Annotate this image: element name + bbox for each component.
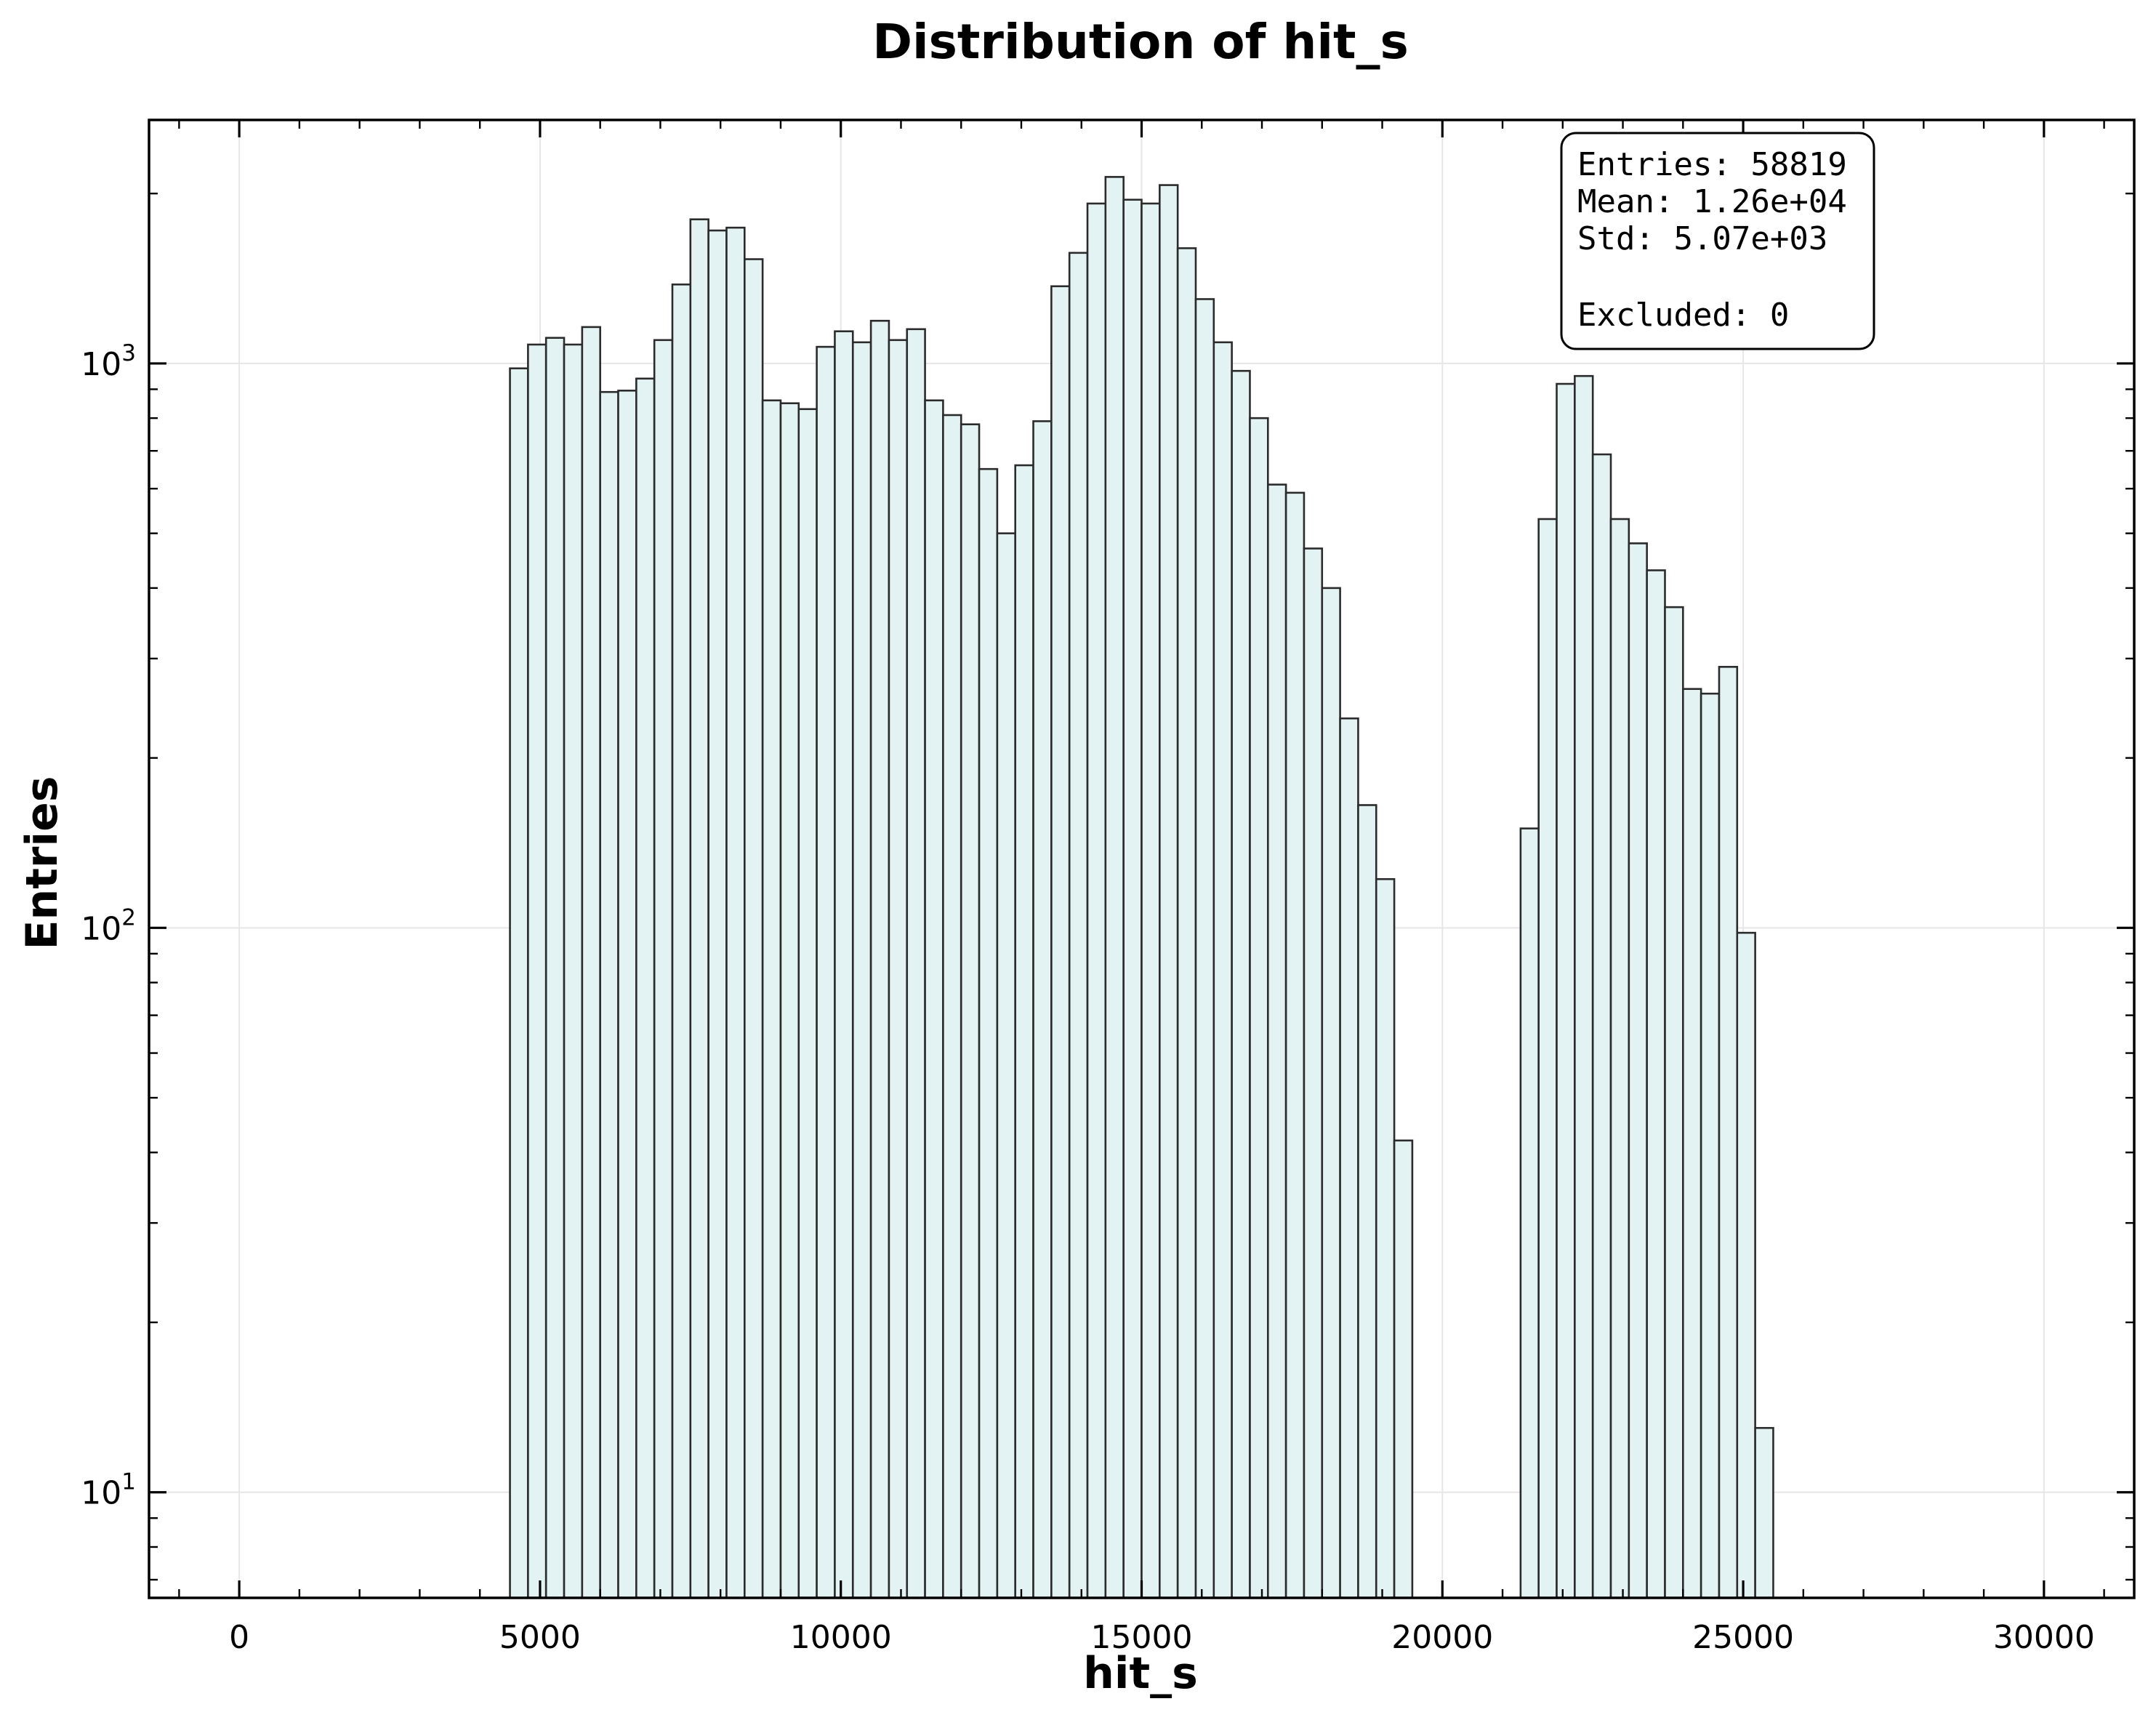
histogram-bar-10 (689, 218, 709, 1599)
x-tick-labels: 0 5000 10000 15000 20000 25000 30000 (229, 1619, 2095, 1656)
histogram-bar-32 (1086, 202, 1107, 1599)
histogram-bar-48 (1375, 877, 1396, 1599)
histogram-bar-27 (996, 532, 1017, 1599)
histogram-bar-23 (924, 399, 944, 1599)
histogram-bar-25 (960, 423, 981, 1599)
histogram-bar-33 (1104, 176, 1125, 1599)
histogram-bar-45 (1321, 587, 1341, 1599)
histogram-bar-26 (978, 467, 999, 1599)
histogram-bar-4 (581, 326, 601, 1599)
histogram-bar-19 (851, 341, 872, 1599)
histogram-bar-58 (1664, 606, 1684, 1599)
histogram-bar-36 (1159, 184, 1179, 1599)
histogram-bar-8 (653, 339, 674, 1599)
histogram-bar-57 (1646, 569, 1666, 1599)
histogram-bar-0 (509, 367, 529, 1599)
histogram-bar-52 (1556, 382, 1576, 1599)
x-tick-label-3: 15000 (1091, 1619, 1193, 1656)
histogram-bar-44 (1303, 547, 1324, 1599)
histogram-bar-41 (1249, 417, 1269, 1599)
histogram-bar-51 (1537, 518, 1558, 1599)
histogram-bar-24 (942, 414, 962, 1599)
y-tick-label-0: 101 (81, 1469, 136, 1512)
chart-title: Distribution of hit_s (872, 14, 1409, 70)
histogram-bar-35 (1141, 202, 1161, 1599)
x-tick-label-1: 5000 (499, 1619, 581, 1656)
histogram-bar-38 (1194, 298, 1215, 1599)
histogram-bar-15 (779, 402, 800, 1599)
histogram-bars (509, 176, 1774, 1599)
histogram-bar-30 (1050, 285, 1071, 1599)
y-axis-label: Entries (17, 776, 68, 950)
histogram-bar-60 (1700, 692, 1721, 1599)
stats-box: Entries: 58819 Mean: 1.26e+04 Std: 5.07e… (1560, 132, 1875, 350)
x-tick-label-2: 10000 (790, 1619, 892, 1656)
histogram-bar-12 (725, 226, 746, 1599)
histogram-bar-17 (816, 345, 836, 1599)
histogram-bar-50 (1519, 827, 1540, 1599)
histogram-bar-39 (1212, 341, 1233, 1599)
histogram-bar-28 (1014, 464, 1034, 1599)
axis-ticks (149, 120, 2134, 1598)
histogram-bar-59 (1682, 688, 1702, 1599)
histogram-bar-18 (834, 330, 854, 1599)
histogram-bar-13 (744, 258, 764, 1599)
histogram-bar-7 (635, 377, 656, 1599)
histogram-bar-6 (617, 390, 637, 1599)
x-tick-label-4: 20000 (1391, 1619, 1493, 1656)
histogram-bar-62 (1736, 931, 1756, 1599)
histogram-bar-14 (761, 399, 782, 1599)
histogram-bar-63 (1754, 1426, 1774, 1599)
histogram-bar-21 (888, 339, 909, 1599)
histogram-bar-42 (1266, 483, 1287, 1599)
y-tick-label-2: 103 (81, 340, 136, 383)
histogram-bar-22 (906, 328, 926, 1599)
x-tick-label-0: 0 (229, 1619, 249, 1656)
histogram-bar-54 (1591, 453, 1612, 1599)
y-tick-labels: 101 102 103 (81, 340, 136, 1512)
stats-box-frame (1560, 132, 1875, 350)
histogram-bar-40 (1231, 369, 1251, 1599)
histogram-bar-46 (1339, 717, 1359, 1599)
y-tick-label-1: 102 (81, 904, 136, 947)
histogram-bar-55 (1609, 518, 1630, 1599)
x-axis-label: hit_s (1083, 1648, 1198, 1699)
histogram-bar-37 (1176, 247, 1197, 1599)
histogram-bar-43 (1284, 491, 1306, 1599)
histogram-bar-5 (599, 390, 619, 1599)
histogram-bar-1 (527, 343, 547, 1599)
histogram-bar-29 (1032, 420, 1053, 1599)
histogram-bar-2 (544, 337, 566, 1599)
stats-mean: Mean: 1.26e+04 (1577, 183, 1847, 220)
histogram-bar-61 (1718, 666, 1739, 1599)
histogram-bar-9 (671, 284, 692, 1599)
histogram-bar-20 (869, 319, 890, 1599)
x-tick-label-5: 25000 (1692, 1619, 1794, 1656)
histogram-bar-53 (1574, 374, 1594, 1599)
stats-std: Std: 5.07e+03 (1577, 220, 1827, 257)
histogram-bar-31 (1068, 252, 1089, 1599)
stats-excluded: Excluded: 0 (1577, 297, 1789, 334)
histogram-bar-3 (563, 343, 584, 1599)
stats-entries: Entries: 58819 (1577, 146, 1847, 183)
histogram-bar-16 (797, 408, 818, 1599)
histogram-bar-34 (1122, 198, 1143, 1599)
histogram-bar-11 (707, 229, 728, 1599)
histogram-bar-49 (1393, 1139, 1414, 1599)
histogram-bar-47 (1357, 804, 1377, 1599)
x-tick-label-6: 30000 (1993, 1619, 2095, 1656)
histogram-bar-56 (1628, 542, 1648, 1599)
